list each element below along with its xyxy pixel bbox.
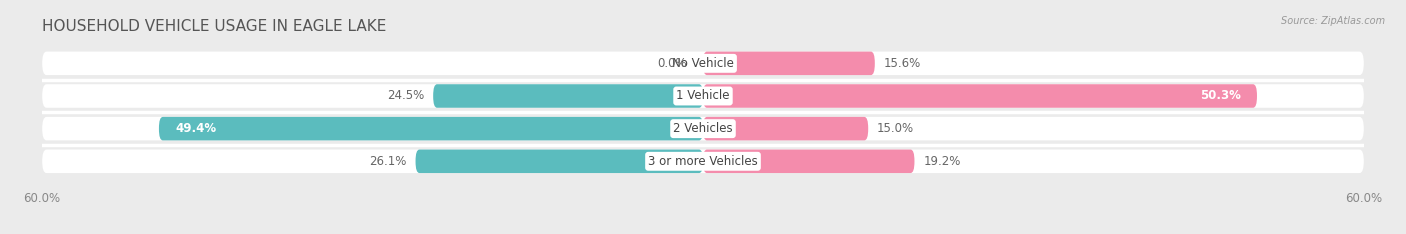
FancyBboxPatch shape: [42, 117, 1364, 140]
FancyBboxPatch shape: [703, 84, 1257, 108]
Text: 24.5%: 24.5%: [387, 89, 425, 102]
Text: 15.6%: 15.6%: [883, 57, 921, 70]
FancyBboxPatch shape: [42, 84, 1364, 108]
Text: 0.0%: 0.0%: [657, 57, 686, 70]
FancyBboxPatch shape: [433, 84, 703, 108]
Text: 49.4%: 49.4%: [176, 122, 217, 135]
Text: 50.3%: 50.3%: [1199, 89, 1240, 102]
Text: 2 Vehicles: 2 Vehicles: [673, 122, 733, 135]
FancyBboxPatch shape: [42, 51, 1364, 75]
Text: No Vehicle: No Vehicle: [672, 57, 734, 70]
Text: 3 or more Vehicles: 3 or more Vehicles: [648, 155, 758, 168]
Text: 15.0%: 15.0%: [877, 122, 914, 135]
FancyBboxPatch shape: [42, 150, 1364, 173]
FancyBboxPatch shape: [703, 51, 875, 75]
Text: 1 Vehicle: 1 Vehicle: [676, 89, 730, 102]
FancyBboxPatch shape: [703, 150, 914, 173]
Text: Source: ZipAtlas.com: Source: ZipAtlas.com: [1281, 16, 1385, 26]
FancyBboxPatch shape: [416, 150, 703, 173]
Text: 26.1%: 26.1%: [370, 155, 406, 168]
FancyBboxPatch shape: [159, 117, 703, 140]
Text: 19.2%: 19.2%: [924, 155, 960, 168]
Text: HOUSEHOLD VEHICLE USAGE IN EAGLE LAKE: HOUSEHOLD VEHICLE USAGE IN EAGLE LAKE: [42, 19, 387, 34]
FancyBboxPatch shape: [703, 117, 868, 140]
